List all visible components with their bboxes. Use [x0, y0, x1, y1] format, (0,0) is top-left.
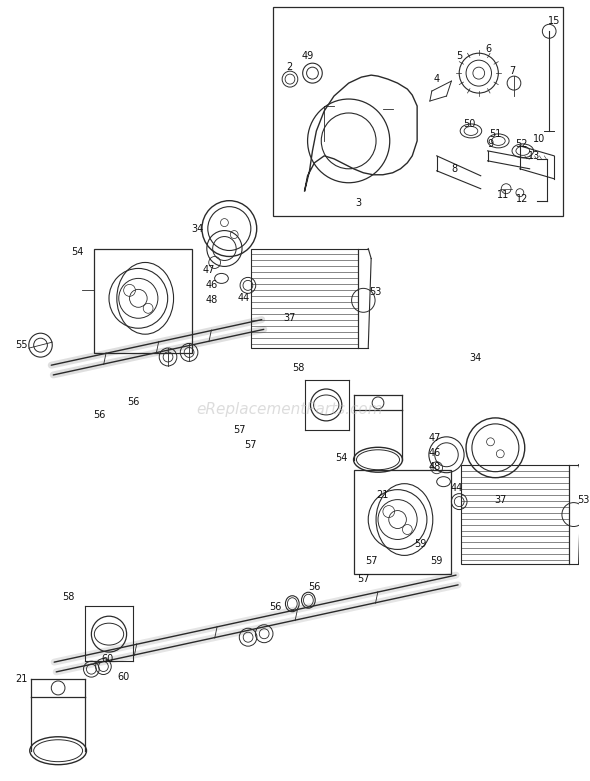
Text: 44: 44 — [238, 294, 250, 303]
Text: 59: 59 — [414, 540, 426, 550]
Text: 37: 37 — [284, 313, 296, 323]
Text: 56: 56 — [269, 602, 281, 612]
Text: 46: 46 — [205, 280, 218, 291]
Text: 34: 34 — [470, 353, 482, 363]
Text: 50: 50 — [463, 119, 475, 129]
Text: 44: 44 — [450, 483, 463, 493]
Text: 37: 37 — [494, 494, 506, 505]
Text: 48: 48 — [428, 462, 441, 472]
Text: 8: 8 — [451, 164, 457, 174]
Text: 57: 57 — [233, 425, 245, 435]
Text: 10: 10 — [533, 134, 546, 144]
Bar — [251, 248, 359, 348]
Text: 57: 57 — [357, 574, 369, 584]
Text: 9: 9 — [487, 139, 494, 149]
Text: 58: 58 — [62, 592, 74, 602]
Text: 12: 12 — [516, 194, 528, 204]
Text: 57: 57 — [245, 440, 257, 450]
Text: 47: 47 — [202, 266, 215, 276]
Text: 60: 60 — [101, 654, 113, 664]
Text: 53: 53 — [369, 287, 381, 298]
Text: 34: 34 — [191, 223, 203, 234]
Bar — [461, 465, 569, 565]
Text: 54: 54 — [336, 453, 348, 463]
Bar — [353, 469, 451, 574]
Text: 4: 4 — [434, 74, 440, 84]
Text: 3: 3 — [355, 198, 362, 208]
Text: 53: 53 — [577, 494, 589, 505]
Text: 52: 52 — [516, 139, 528, 149]
Text: 59: 59 — [431, 556, 443, 566]
Text: 58: 58 — [293, 363, 305, 373]
Text: 5: 5 — [456, 52, 463, 61]
Text: 56: 56 — [308, 583, 320, 592]
Text: eReplacementParts.com: eReplacementParts.com — [196, 402, 384, 417]
Text: 15: 15 — [548, 16, 560, 27]
Text: 55: 55 — [15, 341, 27, 350]
Text: 21: 21 — [15, 674, 27, 684]
Text: 54: 54 — [71, 248, 84, 258]
Text: 57: 57 — [365, 556, 378, 566]
Text: 49: 49 — [301, 52, 314, 61]
Text: 2: 2 — [286, 62, 292, 72]
Text: 56: 56 — [93, 410, 106, 420]
Bar — [273, 7, 563, 216]
Text: 7: 7 — [509, 66, 515, 76]
Text: 56: 56 — [127, 397, 140, 407]
Text: 11: 11 — [497, 190, 509, 200]
Text: 51: 51 — [489, 129, 501, 139]
Text: 47: 47 — [428, 433, 441, 443]
Text: 46: 46 — [428, 448, 441, 458]
Text: 6: 6 — [486, 45, 491, 54]
Text: 13: 13 — [529, 151, 540, 161]
Text: 48: 48 — [205, 295, 218, 305]
Bar — [94, 248, 192, 353]
Text: 21: 21 — [376, 490, 389, 500]
Text: 60: 60 — [117, 672, 130, 682]
